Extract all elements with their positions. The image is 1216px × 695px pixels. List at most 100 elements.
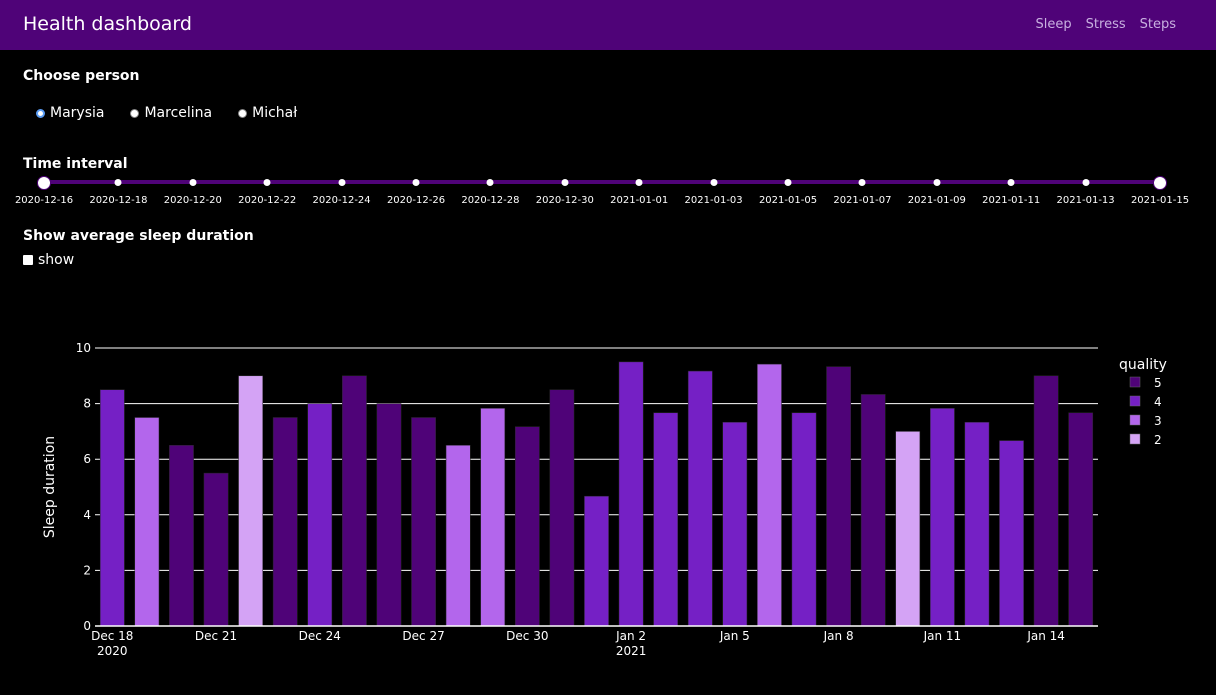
bar bbox=[1033, 375, 1059, 627]
choose-person-heading: Choose person bbox=[23, 68, 140, 84]
bar bbox=[99, 389, 125, 627]
bar bbox=[134, 417, 160, 627]
checkbox-box[interactable] bbox=[23, 255, 33, 265]
radio-button-checked[interactable] bbox=[36, 108, 45, 118]
legend-label: 3 bbox=[1154, 414, 1162, 428]
x-tick-label: Jan 2 bbox=[615, 629, 646, 643]
radio-label: Michał bbox=[252, 105, 298, 121]
legend-label: 5 bbox=[1154, 376, 1162, 390]
nav-link-sleep[interactable]: Sleep bbox=[1035, 17, 1072, 32]
show-average-checkbox[interactable]: show bbox=[23, 252, 74, 268]
x-tick-label: Jan 14 bbox=[1026, 629, 1065, 643]
bar bbox=[238, 375, 263, 627]
bar bbox=[307, 403, 333, 627]
slider-mark-label: 2020-12-22 bbox=[238, 195, 297, 206]
y-tick-label: 8 bbox=[83, 397, 91, 411]
y-tick-label: 0 bbox=[83, 619, 91, 633]
slider-mark bbox=[784, 179, 792, 186]
bar bbox=[860, 394, 886, 627]
bar bbox=[169, 445, 194, 627]
nav-links: Sleep Stress Steps bbox=[1036, 17, 1176, 32]
slider-mark-label: 2020-12-24 bbox=[312, 195, 371, 206]
nav-link-steps[interactable]: Steps bbox=[1139, 17, 1176, 32]
slider-mark-label: 2020-12-28 bbox=[461, 195, 520, 206]
slider-mark-label: 2021-01-07 bbox=[833, 195, 892, 206]
bar bbox=[618, 361, 644, 627]
bar bbox=[203, 472, 229, 627]
legend-swatch bbox=[1129, 433, 1141, 445]
slider-mark bbox=[114, 179, 122, 186]
bar bbox=[826, 366, 851, 627]
slider-mark bbox=[338, 179, 346, 186]
bar bbox=[342, 375, 367, 627]
slider-mark-label: 2021-01-11 bbox=[982, 195, 1041, 206]
slider-mark bbox=[710, 179, 718, 186]
bar bbox=[549, 389, 575, 627]
bar bbox=[480, 408, 506, 627]
navbar: Health dashboard Sleep Stress Steps bbox=[0, 0, 1216, 50]
slider-handle[interactable] bbox=[1153, 176, 1167, 190]
checkbox-label: show bbox=[38, 252, 75, 268]
slider-mark-label: 2020-12-18 bbox=[89, 195, 148, 206]
bar bbox=[999, 440, 1024, 627]
x-tick-label: Jan 5 bbox=[719, 629, 750, 643]
time-interval-slider-track[interactable] bbox=[43, 180, 1160, 184]
y-tick-label: 4 bbox=[83, 508, 91, 522]
x-tick-label: Jan 8 bbox=[823, 629, 854, 643]
slider-mark bbox=[412, 179, 420, 186]
legend-swatch bbox=[1129, 395, 1141, 407]
legend-swatch bbox=[1129, 376, 1141, 388]
slider-handle[interactable] bbox=[37, 176, 51, 190]
legend-title: quality bbox=[1119, 357, 1167, 373]
nav-link-stress[interactable]: Stress bbox=[1085, 17, 1126, 32]
y-tick-label: 2 bbox=[83, 563, 91, 577]
radio-button[interactable] bbox=[238, 108, 248, 118]
legend-label: 2 bbox=[1154, 433, 1162, 447]
y-tick-label: 6 bbox=[83, 452, 91, 466]
radio-button[interactable] bbox=[130, 108, 140, 118]
slider-mark bbox=[933, 179, 941, 186]
slider-mark-label: 2021-01-03 bbox=[684, 195, 743, 206]
slider-mark-label: 2021-01-05 bbox=[758, 195, 818, 206]
x-tick-label: Dec 18 bbox=[91, 629, 133, 643]
bar bbox=[930, 408, 955, 627]
slider-mark-label: 2020-12-26 bbox=[386, 195, 446, 206]
bar bbox=[411, 417, 436, 627]
person-radio-group: Marysia Marcelina Michał bbox=[36, 105, 297, 121]
slider-mark bbox=[1007, 179, 1015, 186]
bar bbox=[445, 445, 471, 627]
x-tick-label: Dec 30 bbox=[506, 629, 548, 643]
bar bbox=[653, 412, 679, 627]
x-tick-year-label: 2021 bbox=[616, 644, 647, 658]
average-sleep-heading: Show average sleep duration bbox=[23, 228, 254, 244]
radio-marcelina[interactable]: Marcelina bbox=[130, 105, 212, 121]
bar bbox=[376, 403, 402, 627]
bar bbox=[895, 431, 921, 627]
x-tick-year-label: 2020 bbox=[97, 644, 128, 658]
radio-marysia[interactable]: Marysia bbox=[36, 105, 104, 121]
radio-michal[interactable]: Michał bbox=[238, 105, 297, 121]
bar bbox=[584, 495, 609, 627]
slider-mark-label: 2021-01-13 bbox=[1056, 195, 1115, 206]
bar bbox=[1068, 412, 1094, 627]
slider-mark-label: 2020-12-30 bbox=[535, 195, 594, 206]
time-interval-heading: Time interval bbox=[23, 156, 128, 172]
slider-mark bbox=[858, 179, 866, 186]
slider-mark bbox=[189, 179, 197, 186]
slider-mark-label: 2021-01-01 bbox=[610, 195, 669, 206]
bar bbox=[272, 417, 298, 627]
bar bbox=[514, 426, 540, 627]
slider-mark-label: 2020-12-20 bbox=[163, 195, 222, 206]
bar bbox=[722, 421, 748, 627]
slider-mark bbox=[561, 179, 569, 186]
slider-mark-label: 2021-01-09 bbox=[907, 195, 966, 206]
radio-label: Marysia bbox=[50, 105, 105, 121]
y-tick-label: 10 bbox=[76, 341, 91, 355]
y-axis-label: Sleep duration bbox=[42, 436, 58, 538]
legend-swatch bbox=[1129, 414, 1141, 426]
slider-mark bbox=[486, 179, 494, 186]
x-tick-label: Dec 27 bbox=[402, 629, 444, 643]
x-tick-label: Dec 21 bbox=[195, 629, 237, 643]
bar bbox=[964, 421, 990, 627]
